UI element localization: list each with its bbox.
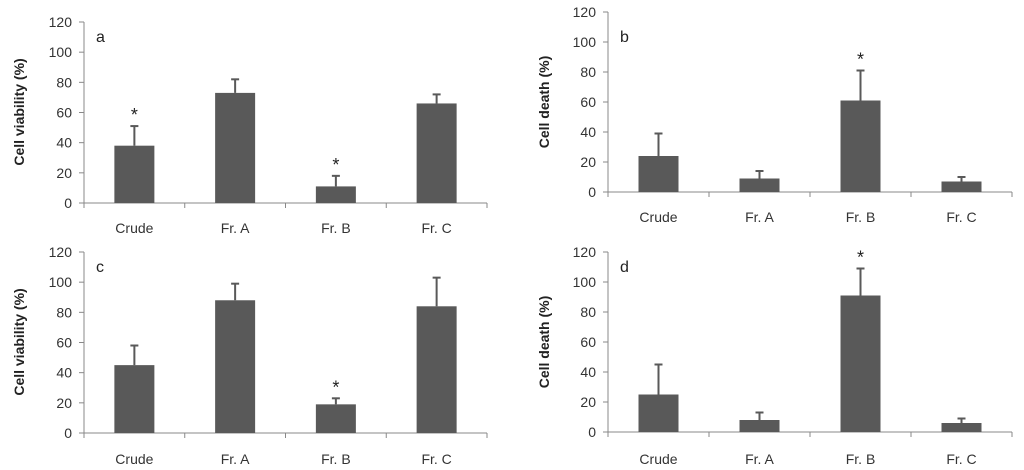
x-tick-label: Fr. A: [745, 209, 774, 225]
x-tick-label: Fr. B: [846, 451, 876, 467]
bar: [416, 306, 457, 433]
y-tick-label: 80: [580, 64, 596, 80]
bar: [739, 420, 780, 432]
x-tick-label: Fr. A: [745, 451, 774, 467]
x-tick-label: Fr. C: [421, 451, 451, 467]
y-tick-label: 100: [573, 34, 597, 50]
x-tick-label: Crude: [639, 209, 677, 225]
panel-d: 0 20 40 60 80 100 120 Crude Fr. A * Fr. B Fr. C Cell…: [536, 244, 1013, 467]
y-tick-label: 120: [49, 244, 73, 260]
x-tick-label: Fr. C: [421, 220, 451, 236]
y-tick-label: 40: [56, 365, 72, 381]
y-axis-label: Cell death (%): [536, 296, 552, 389]
y-tick-label: 100: [49, 44, 73, 60]
y-tick-label: 20: [580, 394, 596, 410]
significance-marker: *: [857, 248, 864, 268]
bar: [941, 181, 982, 192]
y-tick-label: 60: [580, 334, 596, 350]
y-tick-label: 0: [64, 425, 72, 441]
significance-marker: *: [332, 377, 339, 397]
x-tick-label: Fr. B: [321, 451, 351, 467]
y-tick-label: 20: [56, 395, 72, 411]
y-axis-label: Cell death (%): [536, 56, 552, 149]
x-tick-label: Fr. B: [321, 220, 351, 236]
bar: [114, 145, 155, 203]
y-tick-label: 20: [580, 154, 596, 170]
y-tick-label: 100: [573, 274, 597, 290]
bar: [739, 178, 780, 192]
x-tick-label: Fr. C: [946, 209, 976, 225]
bar: [215, 92, 256, 203]
bar: [638, 394, 679, 432]
bar: [840, 295, 881, 432]
y-tick-label: 80: [56, 304, 72, 320]
bar: [840, 100, 881, 192]
y-tick-label: 120: [573, 4, 597, 20]
x-tick-label: Crude: [115, 220, 153, 236]
y-axis-label: Cell viability (%): [11, 58, 27, 165]
bar: [416, 103, 457, 203]
bar: [114, 365, 155, 433]
y-tick-label: 0: [64, 195, 72, 211]
panel-a: 0 20 40 60 80 100 120 * Crude Fr. A * Fr. B Fr. C Cel…: [11, 14, 488, 236]
significance-marker: *: [332, 155, 339, 175]
x-tick-label: Crude: [639, 451, 677, 467]
y-tick-label: 80: [56, 74, 72, 90]
panel-c: 0 20 40 60 80 100 120 Crude Fr. A * Fr. B Fr. C Cell…: [11, 244, 488, 467]
x-tick-label: Fr. C: [946, 451, 976, 467]
bar: [215, 300, 256, 433]
panel-label: a: [96, 29, 105, 46]
panel-label: d: [620, 259, 629, 276]
x-tick-label: Crude: [115, 451, 153, 467]
y-tick-label: 60: [56, 105, 72, 121]
y-tick-label: 100: [49, 274, 73, 290]
x-tick-label: Fr. A: [221, 220, 250, 236]
y-tick-label: 0: [588, 424, 596, 440]
y-tick-label: 0: [588, 184, 596, 200]
panel-label: b: [620, 29, 629, 46]
y-tick-label: 60: [56, 335, 72, 351]
bar: [315, 404, 356, 433]
bar: [638, 156, 679, 192]
y-tick-label: 40: [580, 364, 596, 380]
bar: [315, 186, 356, 203]
significance-marker: *: [131, 105, 138, 125]
y-tick-label: 40: [580, 124, 596, 140]
y-tick-label: 120: [573, 244, 597, 260]
y-tick-label: 20: [56, 165, 72, 181]
x-tick-label: Fr. B: [846, 209, 876, 225]
panel-label: c: [96, 259, 104, 276]
panel-b: 0 20 40 60 80 100 120 Crude Fr. A * Fr. B Fr. C Cell…: [536, 4, 1013, 225]
y-tick-label: 120: [49, 14, 73, 30]
bar: [941, 423, 982, 432]
x-tick-label: Fr. A: [221, 451, 250, 467]
y-tick-label: 80: [580, 304, 596, 320]
significance-marker: *: [857, 50, 864, 70]
y-tick-label: 60: [580, 94, 596, 110]
y-tick-label: 40: [56, 135, 72, 151]
y-axis-label: Cell viability (%): [11, 288, 27, 395]
